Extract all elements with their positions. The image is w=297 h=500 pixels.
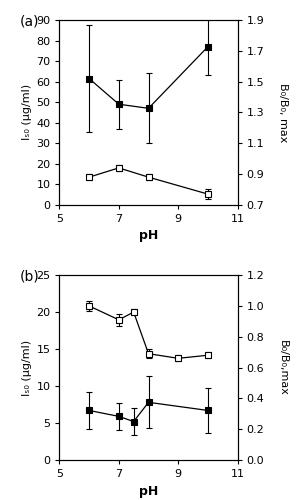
Y-axis label: B₀/B₀,max: B₀/B₀,max bbox=[278, 340, 288, 396]
Y-axis label: Iₛ₀ (μg/ml): Iₛ₀ (μg/ml) bbox=[22, 84, 32, 140]
X-axis label: pH: pH bbox=[139, 484, 158, 498]
Y-axis label: B₀/B₀, max: B₀/B₀, max bbox=[278, 82, 288, 142]
Text: (b): (b) bbox=[20, 270, 40, 283]
X-axis label: pH: pH bbox=[139, 230, 158, 242]
Text: (a): (a) bbox=[20, 14, 40, 28]
Y-axis label: Iₛ₀ (μg/ml): Iₛ₀ (μg/ml) bbox=[22, 340, 32, 396]
